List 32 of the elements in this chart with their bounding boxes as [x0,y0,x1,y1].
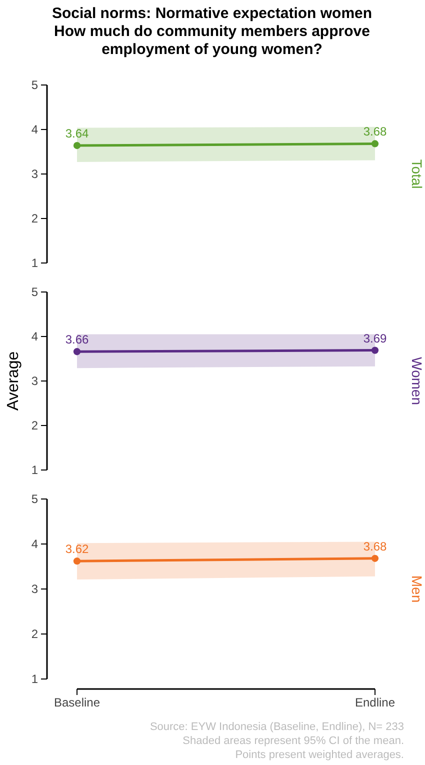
y-tick-label: 1 [31,672,38,686]
data-label: 3.62 [65,542,89,556]
y-tick-label: 1 [31,256,38,270]
y-tick-label: 3 [31,166,38,181]
y-tick-label: 5 [31,492,38,506]
y-tick-label: 4 [31,329,38,344]
text: Total [409,159,425,189]
y-tick-label: 3 [31,582,38,596]
text: Women [409,357,425,405]
y-tick-label: 1 [31,462,38,477]
text: Men [409,575,425,603]
y-tick-label: 2 [31,626,38,641]
y-axis-title: Average [5,351,22,411]
data-label: 3.64 [65,126,89,141]
y-tick-label: 2 [31,211,38,226]
x-tick-label: Baseline [54,696,100,710]
data-label: 3.68 [363,539,387,554]
text: Shaded areas represent 95% CI of the mean. [182,735,404,747]
y-tick-label: 3 [31,374,38,388]
y-tick-label: 2 [31,418,38,432]
chart-title: Social norms: Normative expectation women [52,5,372,22]
y-tick-label: 5 [31,284,38,299]
y-tick-label: 4 [31,122,38,136]
x-tick-label: Endline [354,696,396,710]
y-tick-label: 5 [31,78,38,92]
text: Points present weighted averages. [235,749,404,761]
source-note: Source: EYW Indonesia (Baseline, Endline), N= 233 [150,721,404,733]
data-label: 3.66 [65,332,89,347]
y-tick-label: 4 [31,536,38,551]
data-label: 3.69 [363,331,387,346]
chart-subtitle: How much do community members approve employment of young women? [54,23,370,58]
data-label: 3.68 [363,124,387,139]
